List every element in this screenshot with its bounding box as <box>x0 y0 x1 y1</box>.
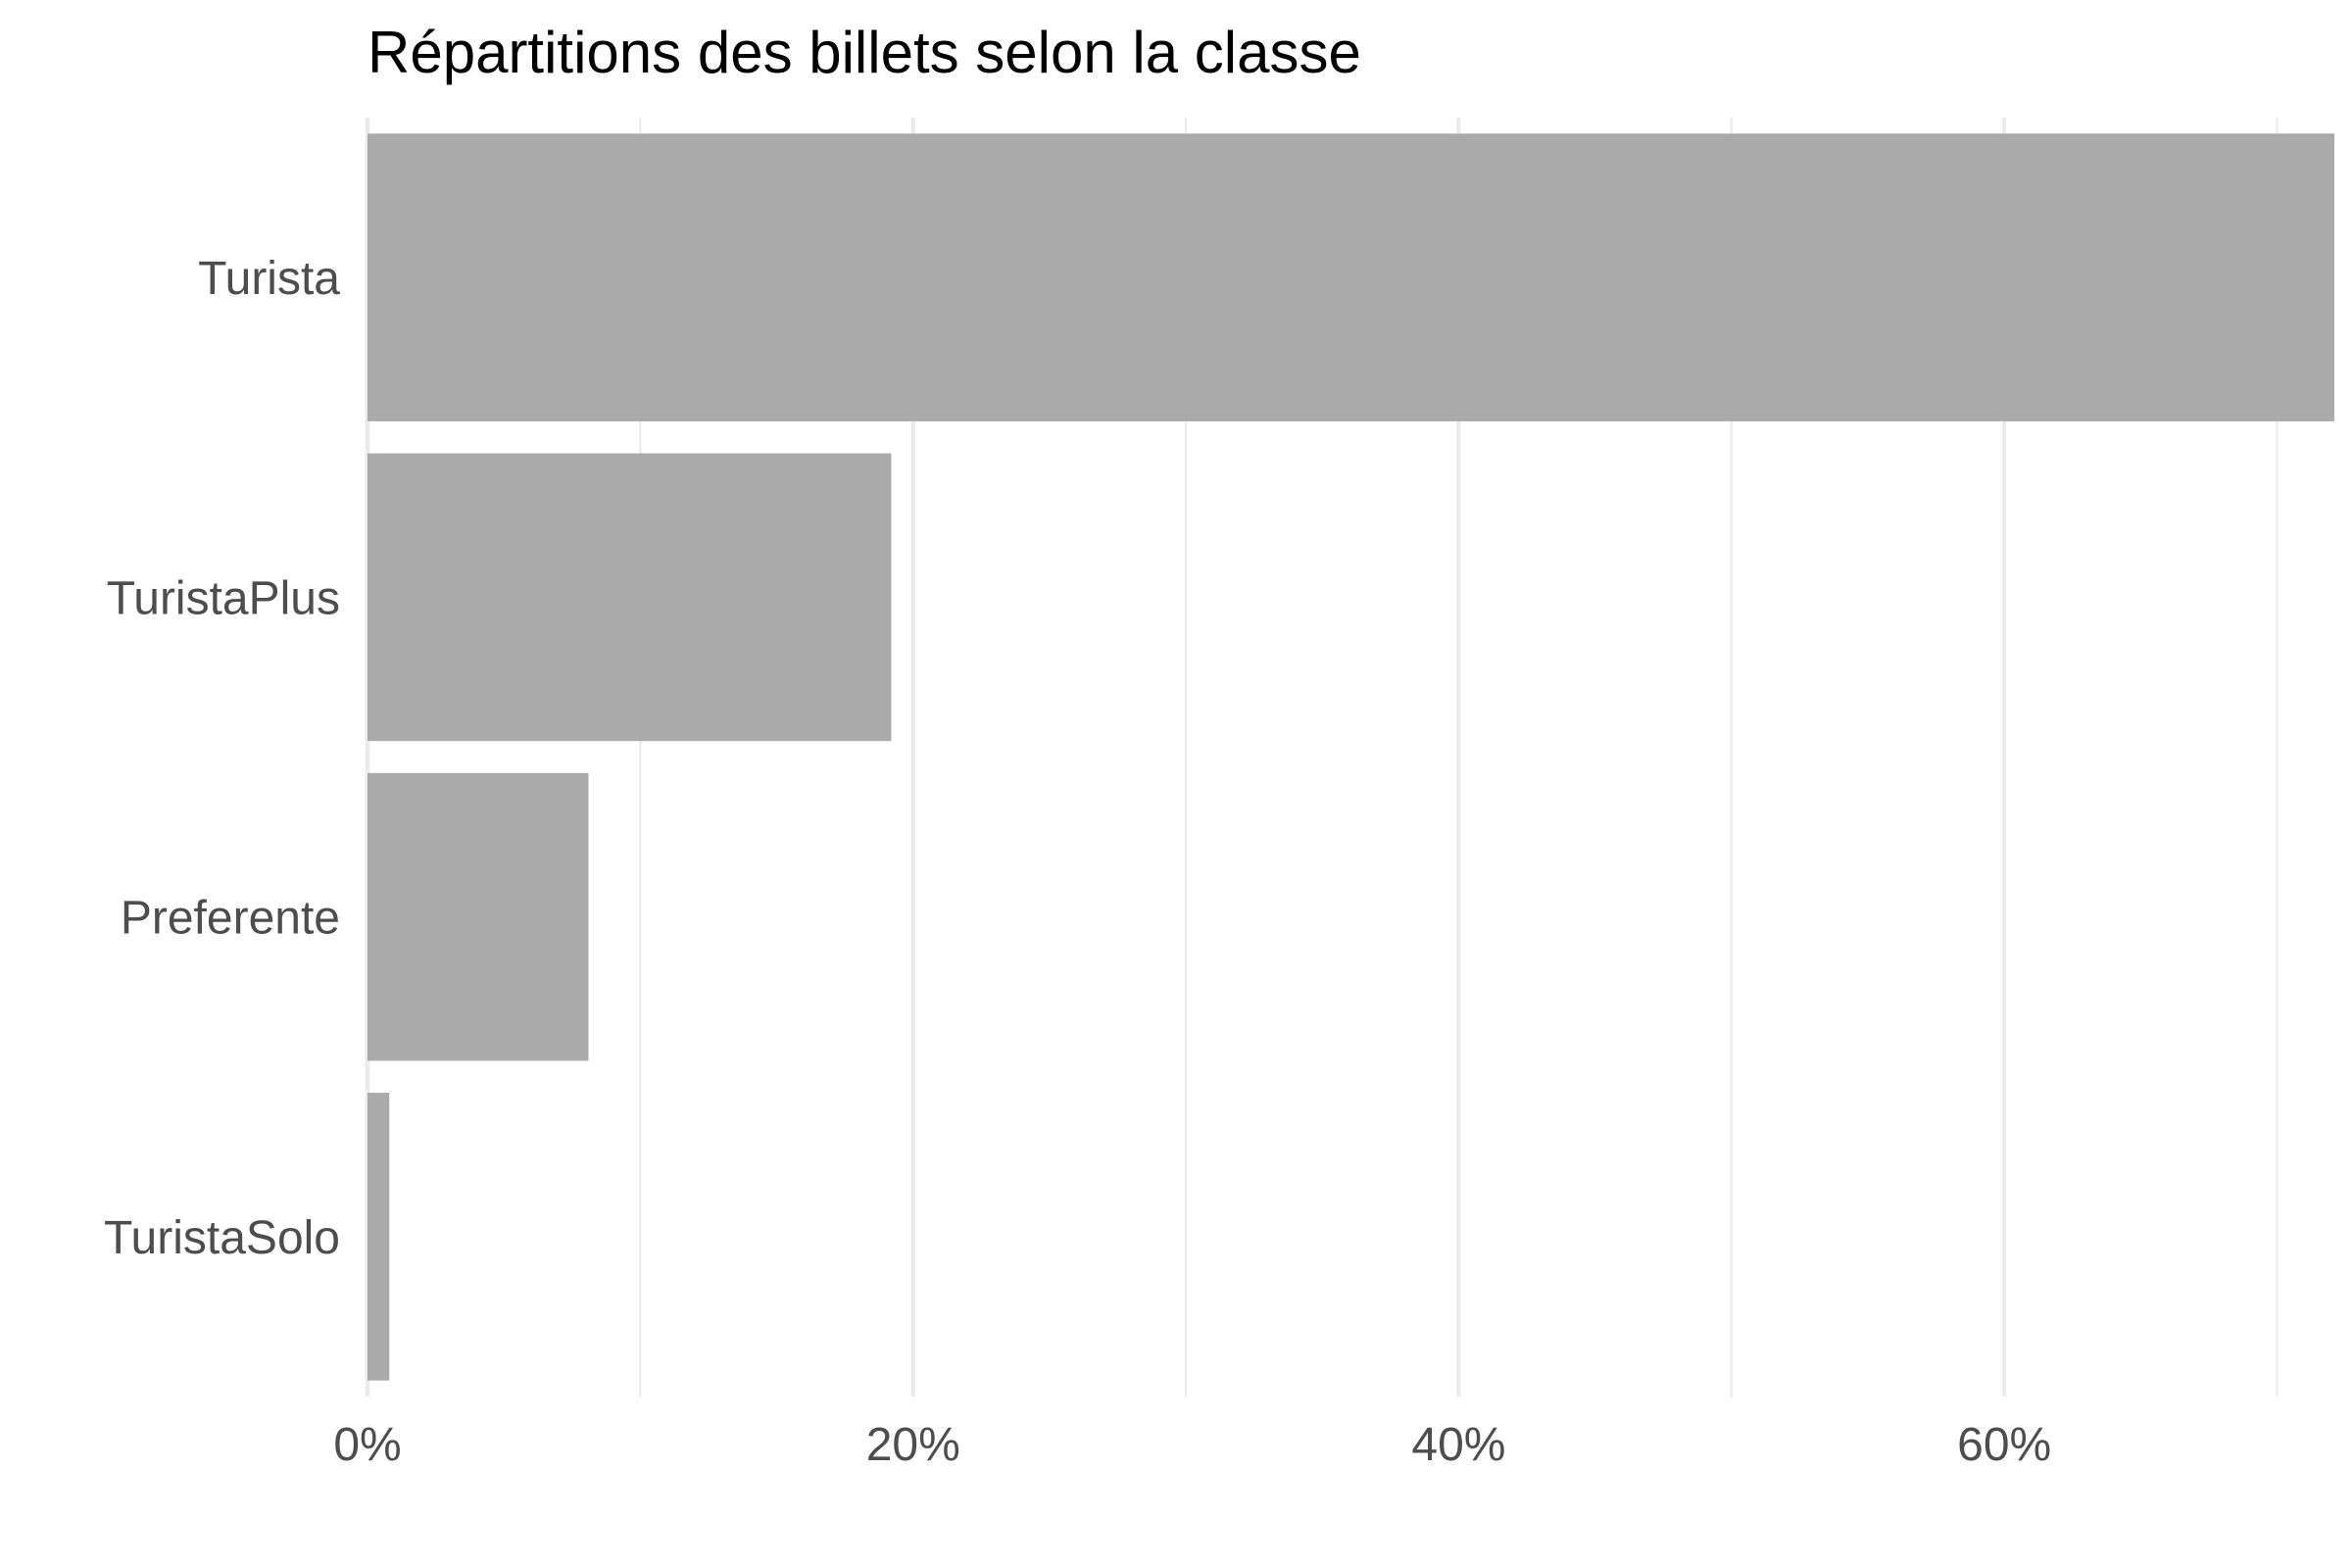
category-label: TuristaSolo <box>104 1212 340 1264</box>
category-label: Turista <box>198 253 340 305</box>
category-label: Preferente <box>121 893 340 945</box>
category-label: TuristaPlus <box>107 572 340 624</box>
x-tick-label: 60% <box>1957 1419 2051 1471</box>
bar-preferente <box>368 772 589 1061</box>
x-tick-label: 20% <box>866 1419 960 1471</box>
bars <box>368 133 2334 1381</box>
x-tick-label: 40% <box>1411 1419 1505 1471</box>
category-axis: Turista TuristaPlus Preferente TuristaSolo <box>104 253 340 1264</box>
bar-turista <box>368 133 2334 421</box>
bar-turistaplus <box>368 453 892 742</box>
value-axis: 0% 20% 40% 60% <box>333 1419 2051 1471</box>
bar-turistasolo <box>368 1093 390 1381</box>
chart-title: Répartitions des billets selon la classe <box>368 20 1361 85</box>
x-tick-label: 0% <box>333 1419 401 1471</box>
